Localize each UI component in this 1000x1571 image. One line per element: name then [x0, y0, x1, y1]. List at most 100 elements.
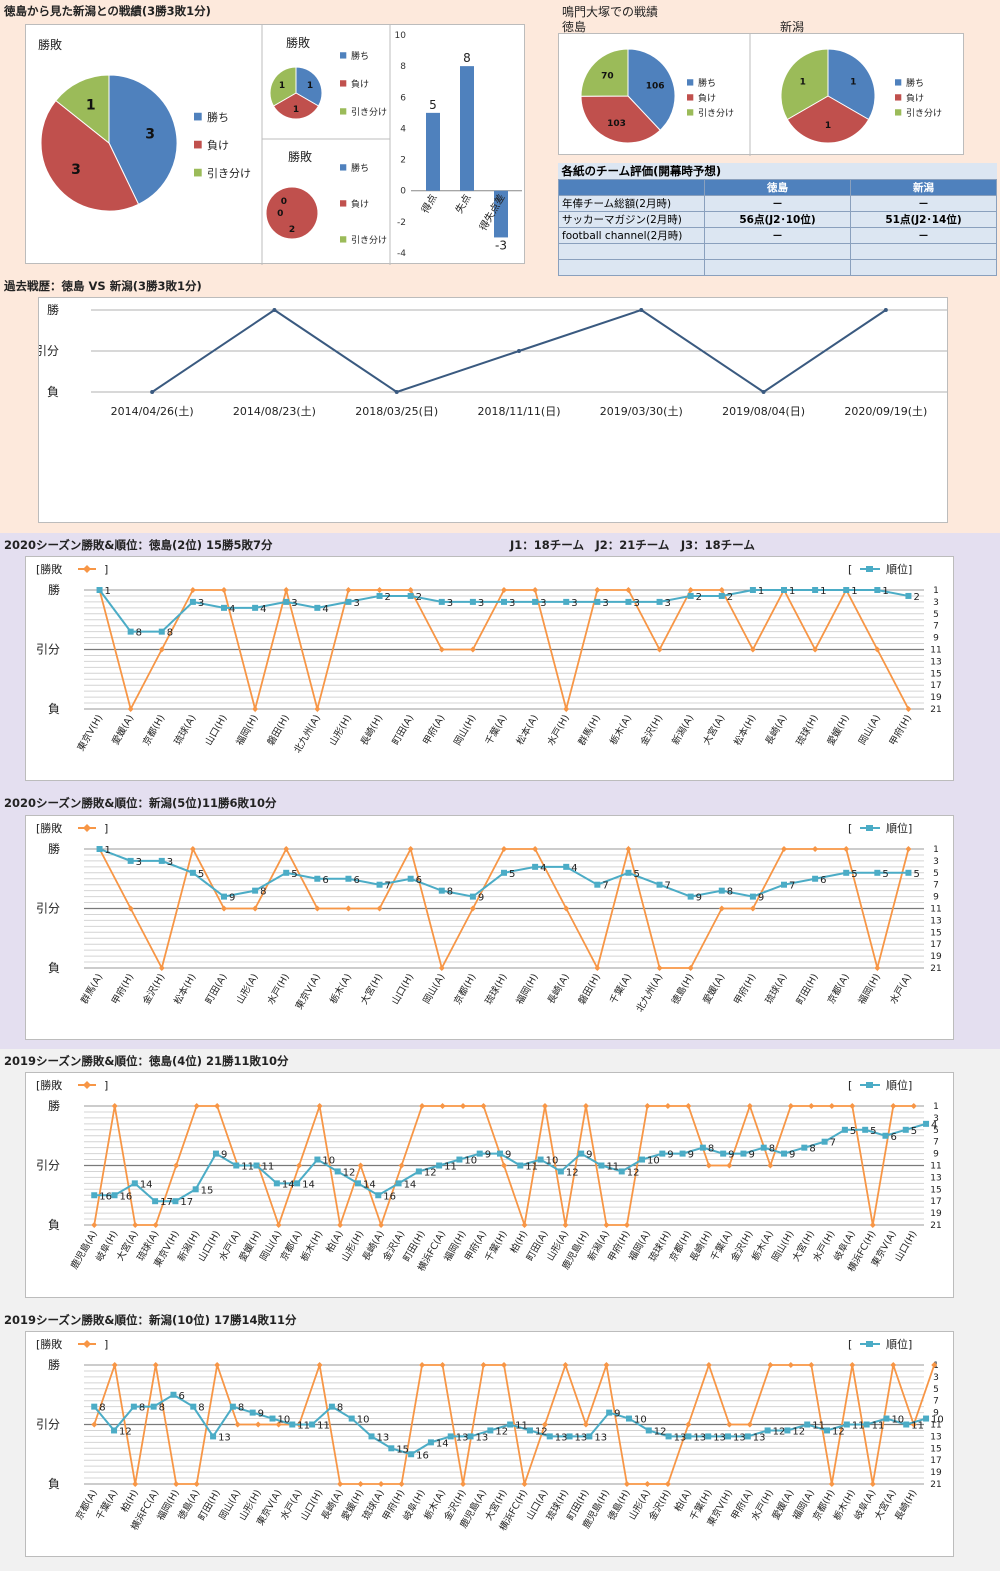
result-point	[843, 846, 850, 852]
history-y-label: 引分	[39, 344, 59, 358]
result-point	[910, 1103, 917, 1109]
rank-point	[487, 1427, 494, 1434]
naruto-pie1-legend-swatch	[687, 109, 694, 116]
rank-point	[902, 1126, 909, 1133]
naruto-pie1-legend-label: 負け	[698, 92, 716, 104]
goals-tick-label: 0	[400, 187, 406, 197]
category-label: 町田(A)	[390, 713, 416, 747]
rank-tick-label: 17	[930, 940, 941, 950]
rank-data-label: 16	[416, 1450, 429, 1461]
legend-rank-open: [	[848, 1338, 852, 1351]
result-point	[874, 965, 881, 971]
pie1-slice-label: 3	[71, 162, 81, 178]
naruto-pie1-legend-swatch	[687, 94, 694, 101]
rank-data-label: 14	[302, 1179, 315, 1190]
rank-tick-label: 19	[930, 952, 942, 962]
result-axis-label: 引分	[36, 1159, 60, 1173]
result-point	[869, 1222, 876, 1228]
result-point	[541, 1421, 548, 1428]
pie2-legend-swatch	[340, 52, 347, 59]
rank-data-label: 12	[535, 1426, 548, 1437]
rank-data-label: 12	[654, 1426, 667, 1437]
naruto-pie2-legend-swatch	[895, 109, 902, 116]
result-point	[314, 905, 321, 912]
category-label: 山形(H)	[327, 713, 354, 748]
rank-point	[376, 592, 383, 599]
chart1-title: 2020シーズン勝敗&順位：徳島(2位) 15勝5敗7分	[4, 538, 273, 552]
pie2-title: 勝敗	[286, 35, 310, 50]
result-point	[480, 1103, 487, 1109]
rank-point	[150, 1403, 157, 1410]
rank-point	[456, 1156, 463, 1163]
result-point	[541, 1103, 548, 1109]
rank-point	[345, 875, 352, 882]
rank-point	[862, 1126, 869, 1133]
rank-point	[801, 1144, 808, 1151]
rank-data-label: 11	[317, 1421, 330, 1432]
eval-value: －	[849, 195, 998, 212]
legend-result-marker	[83, 824, 91, 832]
result-point	[378, 1481, 385, 1487]
rank-tick-label: 3	[933, 598, 939, 608]
rank-point	[687, 893, 694, 900]
rank-data-label: 3	[478, 598, 484, 609]
result-point	[890, 1362, 897, 1368]
category-label: 京都(A)	[825, 972, 852, 1007]
result-point	[438, 646, 445, 653]
rank-point	[221, 893, 227, 900]
goals-data-label: 5	[429, 98, 437, 112]
rank-tick-label: 21	[930, 705, 941, 715]
category-label: 長崎(A)	[545, 972, 572, 1007]
result-point	[501, 587, 507, 593]
rank-data-label: 4	[540, 863, 546, 874]
result-axis-label: 勝	[48, 841, 60, 856]
rank-data-label: 2	[727, 592, 733, 603]
pie3-legend-label: 引き分け	[351, 235, 387, 246]
rank-data-label: 15	[396, 1444, 409, 1455]
pie1-slice	[108, 74, 178, 205]
rank-data-label: 12	[343, 1167, 356, 1178]
rank-point	[720, 1150, 727, 1157]
category-label: 柏(H)	[508, 1229, 530, 1256]
rank-data-label: 4	[571, 863, 577, 874]
rank-tick-label: 21	[930, 1221, 941, 1231]
legend-rank-marker	[866, 825, 873, 831]
category-label: 松本(H)	[731, 713, 758, 748]
result-point	[234, 1421, 241, 1428]
result-point	[562, 1222, 569, 1228]
pie2-legend-label: 勝ち	[351, 50, 369, 62]
result-point	[357, 1162, 364, 1169]
result-point	[296, 1162, 303, 1169]
legend-result-open: [勝敗	[36, 1078, 62, 1092]
rank-point	[252, 887, 259, 894]
result-point	[812, 846, 819, 852]
result-point	[255, 1421, 262, 1428]
rank-point	[679, 1150, 686, 1157]
pie1-legend-label: 勝ち	[207, 110, 229, 124]
rank-data-label: 9	[758, 893, 764, 904]
category-label: 徳島(H)	[669, 972, 696, 1007]
rank-data-label: 12	[627, 1167, 640, 1178]
rank-data-label: 13	[218, 1432, 231, 1443]
rank-point	[557, 1168, 564, 1175]
rank-point	[781, 587, 787, 593]
category-label: 金沢(H)	[638, 713, 665, 748]
rank-point	[501, 869, 507, 876]
category-label: 長崎(H)	[358, 713, 385, 748]
rank-data-label: 9	[485, 1150, 491, 1161]
category-label: 群馬(H)	[576, 713, 603, 748]
result-point	[378, 1222, 385, 1228]
result-point	[656, 965, 663, 971]
naruto-pie2-slice-label: 1	[825, 121, 831, 131]
rank-point	[744, 1433, 751, 1440]
result-point	[644, 1103, 651, 1109]
category-label: 栃木(A)	[607, 713, 634, 748]
result-point	[787, 1362, 794, 1368]
rank-data-label: 1	[851, 586, 857, 597]
rank-data-label: 3	[571, 598, 577, 609]
result-axis-label: 負	[48, 1218, 60, 1232]
history-date-label: 2019/03/30(土)	[600, 405, 683, 418]
rank-tick-label: 13	[930, 1173, 941, 1183]
result-point	[812, 646, 819, 653]
goals-tick-label: 6	[400, 93, 406, 103]
